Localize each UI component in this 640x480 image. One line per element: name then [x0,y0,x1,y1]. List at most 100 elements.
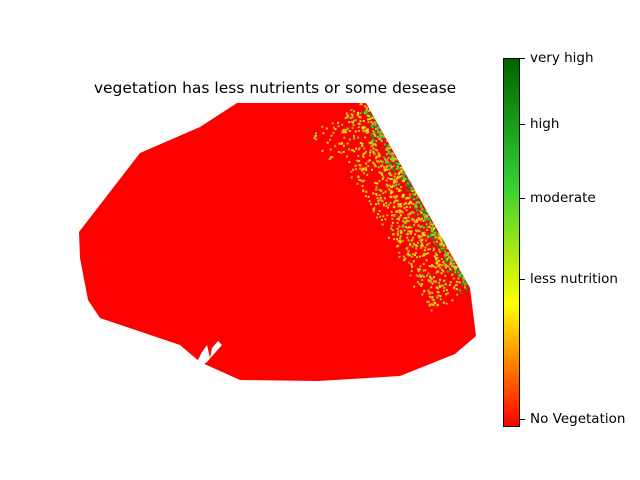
vegetation-pixel [423,254,426,257]
vegetation-pixel [393,164,395,167]
vegetation-pixel [416,213,419,216]
vegetation-pixel [438,248,441,251]
vegetation-pixel [369,126,372,128]
vegetation-pixel [381,223,384,226]
vegetation-pixel [426,274,428,277]
vegetation-pixel [343,144,345,147]
vegetation-pixel [406,178,409,181]
vegetation-pixel [391,155,394,158]
vegetation-pixel [433,227,436,230]
vegetation-pixel [417,193,419,196]
vegetation-pixel [453,285,456,288]
vegetation-pixel [420,284,423,287]
vegetation-pixel [420,241,423,244]
vegetation-pixel [363,152,366,155]
vegetation-pixel [361,169,363,172]
vegetation-pixel [369,109,372,112]
vegetation-pixel [383,169,386,172]
vegetation-pixel [373,140,376,143]
vegetation-pixel [462,278,465,281]
vegetation-pixel [414,205,417,208]
vegetation-pixel [406,236,409,239]
vegetation-pixel [390,224,393,227]
vegetation-pixel [435,271,438,274]
vegetation-pixel [392,181,395,184]
vegetation-pixel [424,209,427,212]
vegetation-pixel [410,230,413,233]
vegetation-pixel [348,130,351,132]
vegetation-pixel [360,111,363,114]
vegetation-pixel [446,254,449,256]
vegetation-pixel [445,302,448,305]
vegetation-pixel [413,219,416,222]
vegetation-pixel [399,235,402,238]
vegetation-pixel [425,214,428,217]
vegetation-pixel [389,172,392,174]
vegetation-pixel [389,178,392,180]
colorbar-tick [520,197,525,199]
vegetation-pixel [403,172,406,175]
vegetation-pixel [361,185,364,188]
vegetation-pixel [404,178,407,180]
vegetation-pixel [452,287,455,290]
vegetation-pixel [331,156,334,159]
vegetation-pixel [441,269,444,271]
vegetation-pixel [389,164,392,167]
vegetation-pixel [442,301,445,304]
vegetation-pixel [385,202,388,205]
vegetation-pixel [403,206,406,209]
vegetation-pixel [376,182,378,185]
vegetation-pixel [412,193,415,196]
vegetation-pixel [375,157,377,160]
vegetation-pixel [348,138,351,141]
vegetation-pixel [419,274,422,276]
vegetation-pixel [357,148,360,151]
vegetation-pixel [411,265,414,268]
vegetation-pixel [446,257,449,260]
vegetation-pixel [383,167,386,170]
vegetation-pixel [398,225,401,228]
vegetation-pixel [455,260,458,262]
vegetation-pixel [361,145,364,147]
vegetation-pixel [400,178,403,180]
vegetation-pixel [356,182,359,185]
vegetation-pixel [384,190,387,193]
vegetation-pixel [431,231,434,234]
vegetation-pixel [400,231,403,234]
vegetation-pixel [337,121,339,124]
vegetation-pixel [398,171,401,174]
vegetation-pixel [422,269,425,272]
vegetation-pixel [370,145,373,148]
vegetation-pixel [397,210,400,213]
vegetation-pixel [434,257,437,260]
vegetation-pixel [352,124,355,127]
vegetation-pixel [405,184,408,187]
vegetation-pixel [444,274,447,277]
vegetation-pixel [372,210,375,213]
vegetation-pixel [415,192,418,195]
vegetation-pixel [354,164,357,167]
vegetation-pixel [451,265,453,267]
vegetation-pixel [435,266,438,269]
vegetation-pixel [413,254,416,257]
vegetation-pixel [389,153,392,155]
vegetation-pixel [408,193,411,196]
vegetation-pixel [445,293,448,296]
vegetation-pixel [315,138,318,141]
vegetation-pixel [385,183,388,186]
vegetation-pixel [410,226,413,229]
vegetation-pixel [428,242,431,245]
vegetation-pixel [439,279,442,282]
vegetation-pixel [407,197,410,200]
vegetation-pixel [393,170,396,173]
vegetation-pixel [389,201,392,204]
vegetation-pixel [440,247,443,250]
vegetation-pixel [340,142,343,145]
vegetation-pixel [414,251,417,254]
vegetation-pixel [373,152,376,155]
vegetation-pixel [388,184,391,187]
vegetation-pixel [404,222,407,225]
vegetation-pixel [425,223,428,226]
vegetation-pixel [418,282,421,285]
vegetation-pixel [388,151,391,154]
